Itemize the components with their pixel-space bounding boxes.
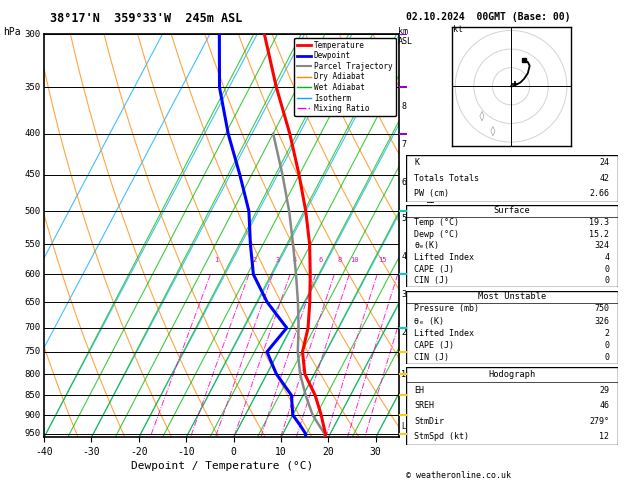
Text: 450: 450 (25, 170, 40, 179)
Text: 12: 12 (599, 433, 610, 441)
Text: 0: 0 (604, 265, 610, 274)
Text: θₑ(K): θₑ(K) (414, 242, 439, 250)
Text: θₑ (K): θₑ (K) (414, 316, 444, 326)
Text: CIN (J): CIN (J) (414, 277, 449, 285)
Text: StmDir: StmDir (414, 417, 444, 426)
Text: K: K (414, 158, 419, 167)
Text: CIN (J): CIN (J) (414, 353, 449, 362)
Text: Dewp (°C): Dewp (°C) (414, 230, 459, 239)
Text: Mixing Ratio (g/kg): Mixing Ratio (g/kg) (428, 188, 437, 283)
Text: Lifted Index: Lifted Index (414, 329, 474, 338)
Text: 1: 1 (401, 370, 406, 379)
Text: 38°17'N  359°33'W  245m ASL: 38°17'N 359°33'W 245m ASL (50, 12, 243, 25)
Text: 19.3: 19.3 (589, 218, 610, 227)
Text: 350: 350 (25, 83, 40, 92)
Text: Surface: Surface (493, 207, 530, 215)
Text: 24: 24 (599, 158, 610, 167)
Text: CAPE (J): CAPE (J) (414, 341, 454, 350)
Text: 2: 2 (604, 329, 610, 338)
Text: ◊: ◊ (479, 111, 484, 121)
Text: 3: 3 (401, 290, 406, 298)
Text: 5: 5 (401, 213, 406, 223)
Text: Lifted Index: Lifted Index (414, 253, 474, 262)
Text: 2: 2 (252, 257, 257, 262)
Text: 8: 8 (401, 102, 406, 111)
Text: 750: 750 (594, 304, 610, 313)
Text: EH: EH (414, 386, 424, 395)
Text: 6: 6 (401, 178, 406, 187)
Text: 326: 326 (594, 316, 610, 326)
Text: 850: 850 (25, 391, 40, 399)
Text: 15.2: 15.2 (589, 230, 610, 239)
Text: 0: 0 (604, 277, 610, 285)
Text: 7: 7 (401, 140, 406, 149)
Text: 700: 700 (25, 323, 40, 332)
Text: Pressure (mb): Pressure (mb) (414, 304, 479, 313)
Text: 800: 800 (25, 370, 40, 379)
Text: 500: 500 (25, 207, 40, 216)
Text: 550: 550 (25, 240, 40, 249)
Text: 1: 1 (214, 257, 218, 262)
Text: PW (cm): PW (cm) (414, 190, 449, 198)
Text: kt: kt (454, 25, 464, 35)
Text: LCL: LCL (401, 422, 415, 431)
Text: 6: 6 (318, 257, 323, 262)
Text: Most Unstable: Most Unstable (477, 292, 546, 301)
Text: Hodograph: Hodograph (488, 370, 535, 379)
Text: © weatheronline.co.uk: © weatheronline.co.uk (406, 471, 511, 480)
Text: 0: 0 (604, 341, 610, 350)
Text: 324: 324 (594, 242, 610, 250)
Text: 600: 600 (25, 270, 40, 279)
Text: 950: 950 (25, 429, 40, 438)
Text: 4: 4 (401, 252, 406, 261)
Text: 650: 650 (25, 297, 40, 307)
Text: 2: 2 (401, 328, 406, 337)
Legend: Temperature, Dewpoint, Parcel Trajectory, Dry Adiabat, Wet Adiabat, Isotherm, Mi: Temperature, Dewpoint, Parcel Trajectory… (294, 38, 396, 116)
Text: 46: 46 (599, 401, 610, 410)
Text: 2.66: 2.66 (589, 190, 610, 198)
Text: 4: 4 (604, 253, 610, 262)
Text: 20: 20 (398, 257, 406, 262)
Text: 3: 3 (276, 257, 280, 262)
Text: hPa: hPa (3, 27, 21, 37)
Text: 400: 400 (25, 129, 40, 139)
Text: SREH: SREH (414, 401, 434, 410)
Text: ◊: ◊ (489, 126, 496, 136)
Text: 15: 15 (377, 257, 386, 262)
Text: 900: 900 (25, 411, 40, 419)
Text: StmSpd (kt): StmSpd (kt) (414, 433, 469, 441)
Text: CAPE (J): CAPE (J) (414, 265, 454, 274)
Text: 750: 750 (25, 347, 40, 356)
Text: 0: 0 (604, 353, 610, 362)
Text: Totals Totals: Totals Totals (414, 174, 479, 183)
Text: 300: 300 (25, 30, 40, 38)
Text: 4: 4 (293, 257, 298, 262)
Text: Temp (°C): Temp (°C) (414, 218, 459, 227)
Text: 10: 10 (350, 257, 359, 262)
Text: km
ASL: km ASL (398, 27, 413, 46)
Text: 29: 29 (599, 386, 610, 395)
X-axis label: Dewpoint / Temperature (°C): Dewpoint / Temperature (°C) (131, 461, 313, 471)
Text: 279°: 279° (589, 417, 610, 426)
Text: 02.10.2024  00GMT (Base: 00): 02.10.2024 00GMT (Base: 00) (406, 12, 571, 22)
Text: 8: 8 (337, 257, 342, 262)
Text: 42: 42 (599, 174, 610, 183)
